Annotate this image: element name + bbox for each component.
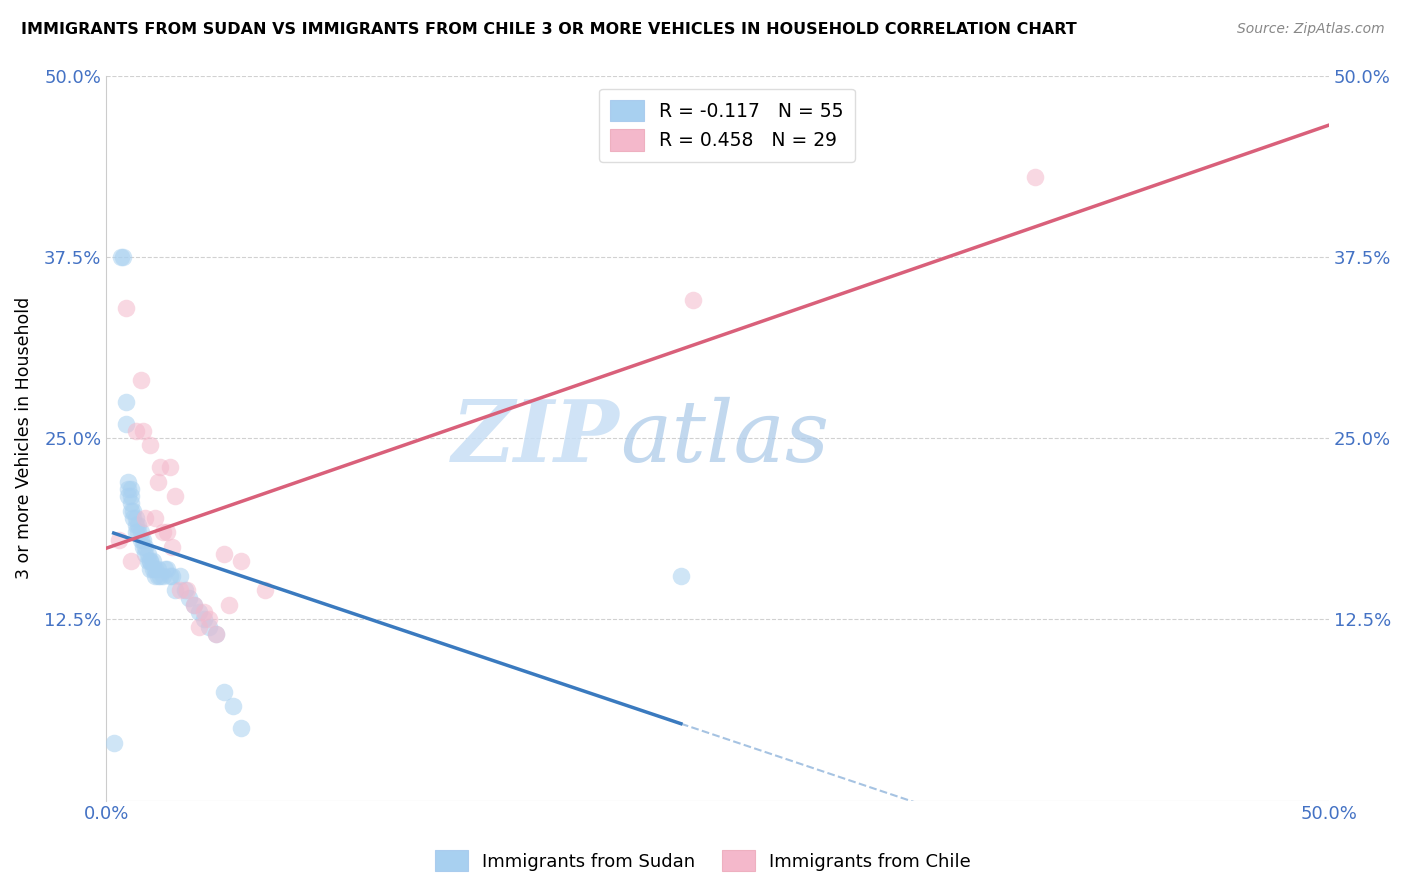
- Point: [103, 736, 125, 750]
- Legend: R = -0.117   N = 55, R = 0.458   N = 29: R = -0.117 N = 55, R = 0.458 N = 29: [599, 88, 855, 161]
- Point: [229, 554, 252, 568]
- Point: [120, 496, 142, 510]
- Point: [152, 569, 174, 583]
- Text: IMMIGRANTS FROM SUDAN VS IMMIGRANTS FROM CHILE 3 OR MORE VEHICLES IN HOUSEHOLD C: IMMIGRANTS FROM SUDAN VS IMMIGRANTS FROM…: [21, 22, 1077, 37]
- Point: [153, 561, 176, 575]
- Point: [117, 489, 139, 503]
- Point: [1024, 169, 1046, 184]
- Point: [132, 540, 155, 554]
- Point: [169, 569, 191, 583]
- Point: [110, 250, 132, 264]
- Point: [120, 489, 142, 503]
- Point: [179, 591, 201, 605]
- Point: [212, 685, 235, 699]
- Point: [159, 569, 181, 583]
- Point: [115, 301, 138, 315]
- Point: [146, 569, 169, 583]
- Point: [146, 561, 169, 575]
- Point: [143, 511, 166, 525]
- Point: [198, 612, 221, 626]
- Point: [142, 561, 165, 575]
- Point: [125, 511, 148, 525]
- Point: [136, 554, 159, 568]
- Point: [163, 583, 186, 598]
- Point: [212, 547, 235, 561]
- Point: [143, 569, 166, 583]
- Point: [163, 489, 186, 503]
- Point: [183, 598, 205, 612]
- Point: [129, 525, 152, 540]
- Point: [193, 605, 215, 619]
- Text: Source: ZipAtlas.com: Source: ZipAtlas.com: [1237, 22, 1385, 37]
- Point: [183, 598, 205, 612]
- Point: [129, 533, 152, 547]
- Point: [142, 554, 165, 568]
- Text: atlas: atlas: [620, 397, 830, 479]
- Y-axis label: 3 or more Vehicles in Household: 3 or more Vehicles in Household: [15, 297, 32, 579]
- Point: [115, 394, 138, 409]
- Point: [156, 561, 179, 575]
- Point: [193, 612, 215, 626]
- Point: [125, 424, 148, 438]
- Point: [117, 482, 139, 496]
- Point: [169, 583, 191, 598]
- Point: [134, 540, 156, 554]
- Point: [122, 503, 145, 517]
- Point: [127, 525, 149, 540]
- Point: [136, 547, 159, 561]
- Point: [205, 627, 228, 641]
- Point: [198, 619, 221, 633]
- Point: [682, 293, 704, 308]
- Point: [132, 533, 155, 547]
- Point: [107, 533, 129, 547]
- Point: [162, 540, 184, 554]
- Point: [156, 525, 179, 540]
- Point: [139, 438, 162, 452]
- Point: [122, 511, 145, 525]
- Point: [120, 482, 142, 496]
- Point: [173, 583, 195, 598]
- Point: [229, 721, 252, 735]
- Point: [176, 583, 198, 598]
- Point: [115, 417, 138, 431]
- Point: [120, 554, 142, 568]
- Point: [125, 525, 148, 540]
- Point: [112, 250, 135, 264]
- Point: [125, 518, 148, 533]
- Point: [127, 518, 149, 533]
- Point: [129, 373, 152, 387]
- Point: [149, 569, 172, 583]
- Point: [218, 598, 240, 612]
- Point: [159, 460, 181, 475]
- Point: [120, 503, 142, 517]
- Point: [149, 460, 172, 475]
- Point: [134, 511, 156, 525]
- Point: [146, 475, 169, 489]
- Point: [205, 627, 228, 641]
- Legend: Immigrants from Sudan, Immigrants from Chile: Immigrants from Sudan, Immigrants from C…: [427, 843, 979, 879]
- Point: [222, 699, 245, 714]
- Text: ZIP: ZIP: [451, 396, 620, 480]
- Point: [132, 424, 155, 438]
- Point: [162, 569, 184, 583]
- Point: [139, 554, 162, 568]
- Point: [139, 554, 162, 568]
- Point: [117, 475, 139, 489]
- Point: [254, 583, 277, 598]
- Point: [139, 561, 162, 575]
- Point: [669, 569, 692, 583]
- Point: [188, 605, 211, 619]
- Point: [134, 547, 156, 561]
- Point: [188, 619, 211, 633]
- Point: [143, 561, 166, 575]
- Point: [152, 525, 174, 540]
